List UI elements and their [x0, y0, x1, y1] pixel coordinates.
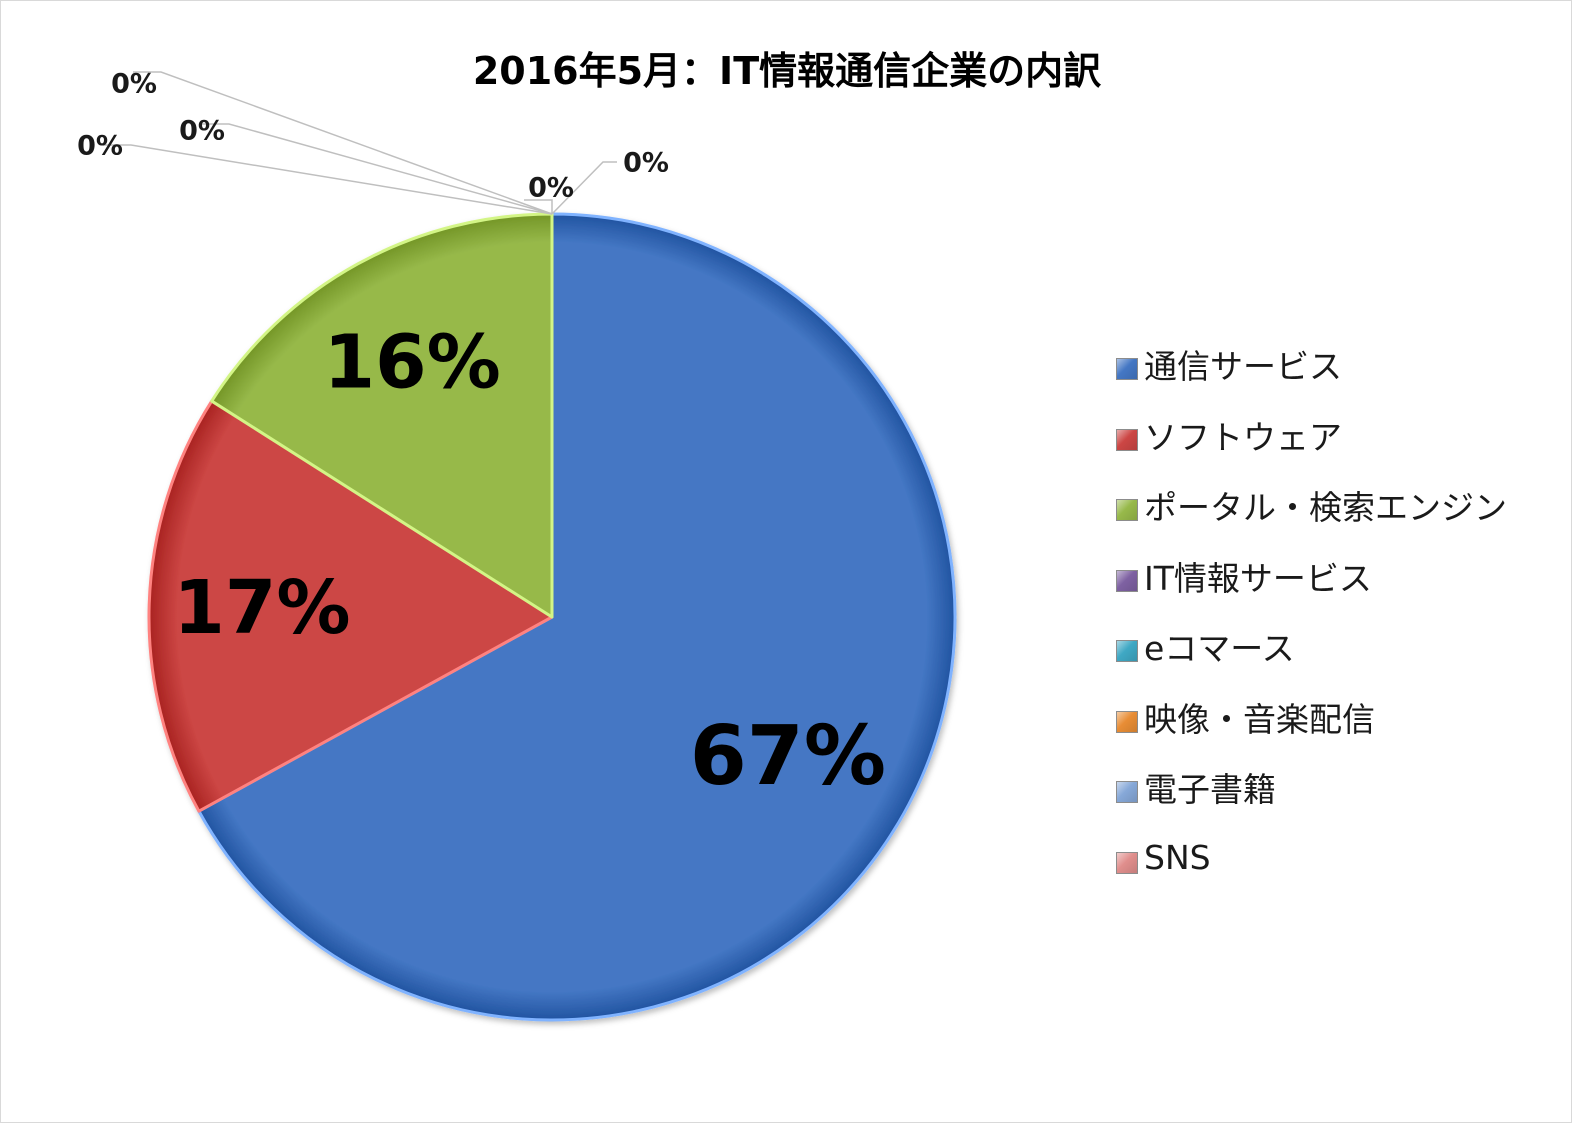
legend-label-4: eコマース	[1144, 629, 1295, 668]
legend-label-2: ポータル・検索エンジン	[1144, 488, 1507, 527]
legend-swatch-7	[1116, 851, 1138, 874]
leader-line-7	[551, 161, 617, 215]
leader-line-6	[524, 199, 553, 214]
data-label-1: 17%	[173, 565, 350, 651]
leader-line-5	[103, 144, 553, 215]
data-label-6: 0%	[528, 173, 574, 204]
legend-label-3: IT情報サービス	[1144, 558, 1372, 598]
leader-line-4	[201, 123, 553, 215]
data-label-2: 16%	[324, 320, 501, 406]
legend-swatch-1	[1116, 428, 1138, 451]
legend-swatch-6	[1116, 781, 1138, 803]
data-label-0: 67%	[690, 709, 886, 804]
legend-item-2: ポータル・検索エンジン	[1116, 483, 1507, 527]
legend-label-5: 映像・音楽配信	[1144, 699, 1375, 739]
legend-swatch-2	[1116, 499, 1138, 521]
legend-item-3: IT情報サービス	[1116, 554, 1372, 598]
legend-label-6: 電子書籍	[1144, 770, 1276, 809]
data-label-4: 0%	[179, 116, 225, 147]
data-label-3: 0%	[111, 69, 157, 100]
data-label-7: 0%	[623, 148, 669, 179]
legend-item-0: 通信サービス	[1116, 342, 1342, 386]
chart-title: 2016年5月：IT情報通信企業の内訳	[472, 49, 1102, 93]
legend-label-0: 通信サービス	[1144, 347, 1342, 386]
legend-swatch-0	[1116, 358, 1138, 380]
legend-item-6: 電子書籍	[1116, 765, 1276, 809]
pie-slice-2	[210, 212, 554, 619]
legend-item-5: 映像・音楽配信	[1116, 695, 1375, 739]
pie-slice-0	[197, 212, 957, 1022]
legend-swatch-4	[1116, 640, 1138, 662]
legend-item-7: SNS	[1116, 836, 1211, 880]
legend-label-7: SNS	[1144, 838, 1211, 877]
pie-slice-1	[147, 399, 554, 813]
legend-item-4: eコマース	[1116, 624, 1295, 668]
legend-item-1: ソフトウェア	[1116, 413, 1342, 457]
legend-swatch-5	[1116, 710, 1138, 733]
data-label-5: 0%	[77, 131, 123, 162]
legend-swatch-3	[1116, 569, 1138, 592]
legend-label-1: ソフトウェア	[1144, 417, 1342, 457]
leader-line-3	[133, 71, 553, 215]
